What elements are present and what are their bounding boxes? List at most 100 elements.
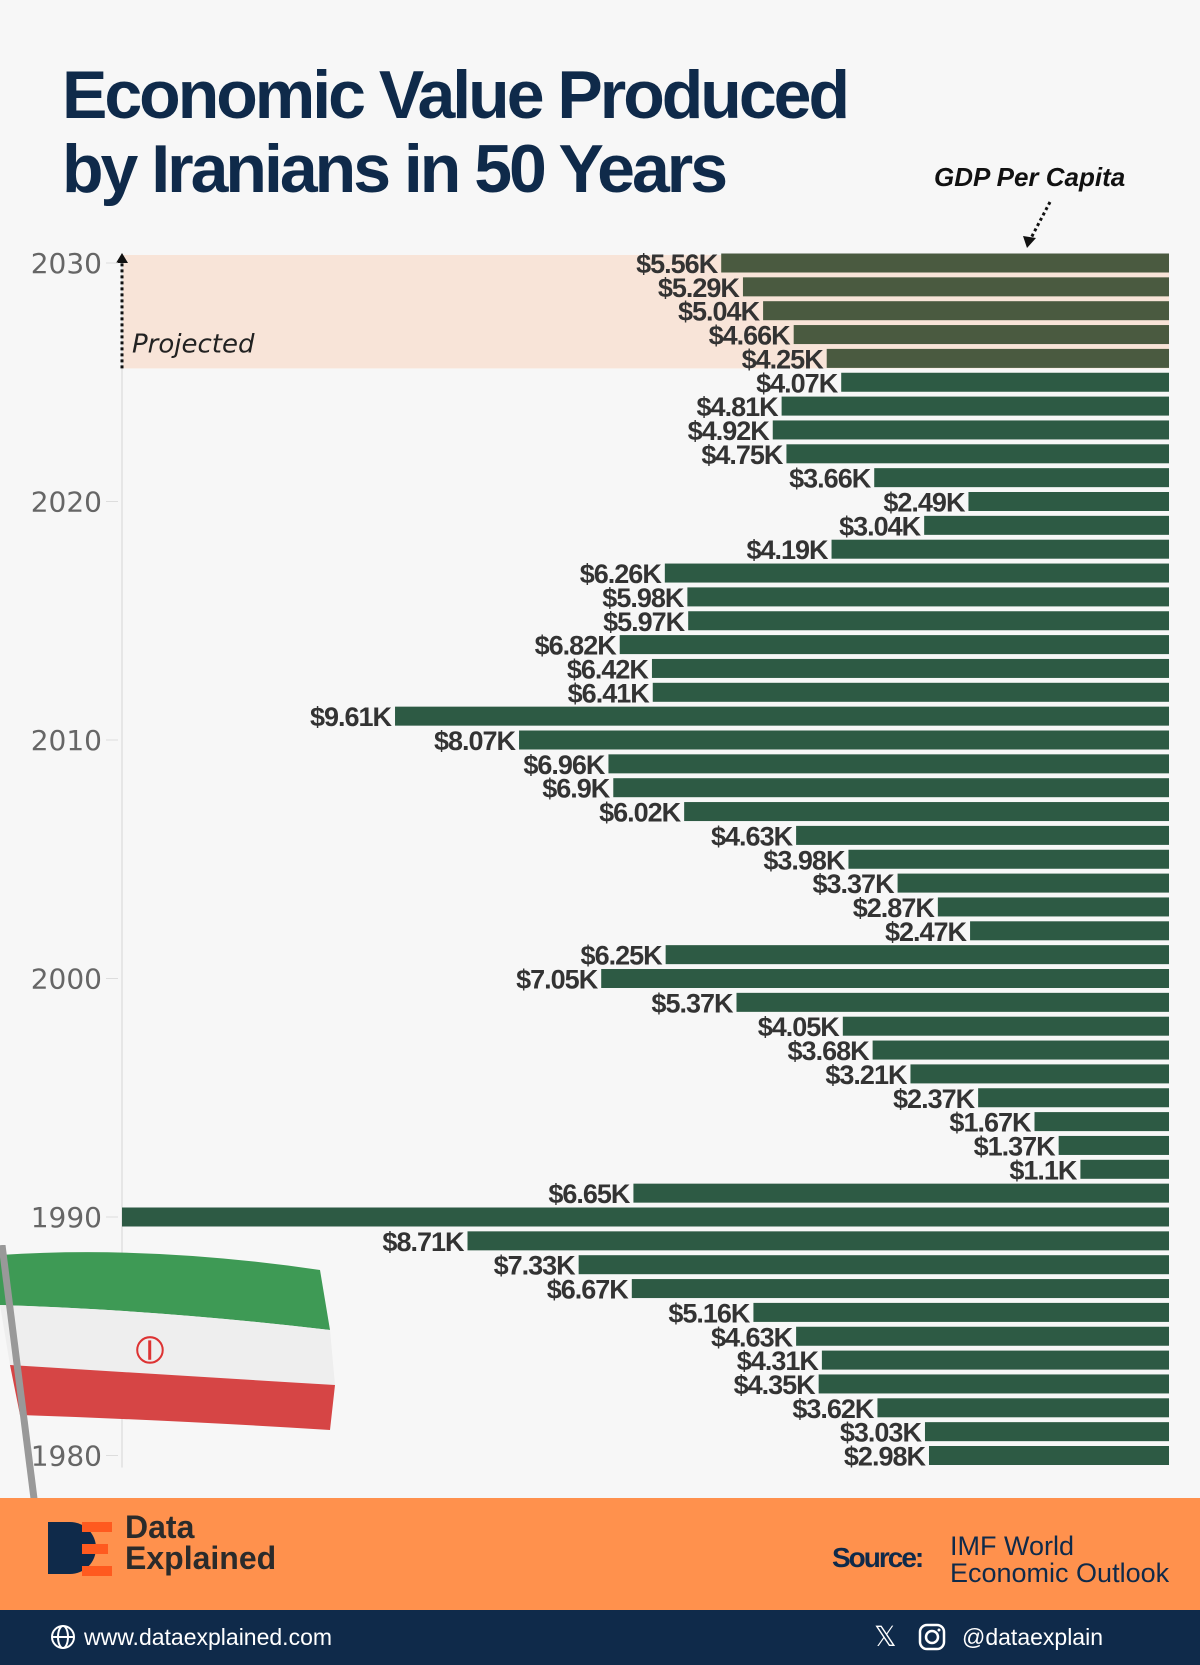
- data-label-2004: $3.37K: [813, 869, 896, 899]
- source-label: Source:: [832, 1542, 924, 1573]
- data-label-1994: $1.67K: [949, 1108, 1032, 1138]
- data-label-1997: $3.68K: [788, 1036, 871, 1066]
- brand-name: Data Explained: [125, 1509, 276, 1574]
- bar-2001: [665, 945, 1169, 965]
- bar-2011: [395, 706, 1169, 726]
- bar-chart: Projected203020202010200019901980$5.56K$…: [31, 247, 1169, 1473]
- bar-2005: [848, 849, 1169, 869]
- bar-2023: [772, 420, 1169, 440]
- data-label-2021: $3.66K: [789, 464, 872, 494]
- data-label-1999: $5.37K: [651, 988, 734, 1018]
- data-label-2012: $6.41K: [568, 678, 651, 708]
- data-label-1987: $6.67K: [547, 1275, 630, 1305]
- projected-arrow-head-icon: [116, 253, 128, 263]
- data-label-1982: $3.62K: [792, 1394, 875, 1424]
- bar-1989: [467, 1231, 1169, 1251]
- bar-1991: [633, 1183, 1169, 1203]
- data-label-2023: $4.92K: [688, 416, 771, 446]
- bar-1981: [924, 1422, 1169, 1442]
- data-label-2013: $6.42K: [567, 654, 650, 684]
- instagram-icon[interactable]: [918, 1623, 946, 1651]
- bar-1993: [1058, 1135, 1169, 1155]
- projected-annotation: Projected: [132, 329, 255, 359]
- bar-1998: [842, 1016, 1169, 1036]
- bar-2017: [664, 563, 1169, 583]
- y-tick-label-2010: 2010: [31, 724, 102, 757]
- data-label-2028: $5.04K: [678, 297, 761, 327]
- data-label-1984: $4.31K: [737, 1346, 820, 1376]
- bar-2002: [970, 921, 1169, 941]
- social-handle[interactable]: @dataexplain: [962, 1624, 1103, 1650]
- brand-line-1: Data: [125, 1509, 195, 1545]
- bar-1984: [821, 1350, 1169, 1370]
- bar-2004: [897, 873, 1169, 893]
- y-tick-label-2000: 2000: [31, 963, 102, 996]
- bar-1996: [910, 1064, 1169, 1084]
- bar-2022: [786, 444, 1169, 464]
- data-label-1991: $6.65K: [548, 1179, 631, 1209]
- bar-2006: [796, 825, 1169, 845]
- bar-1986: [753, 1302, 1169, 1322]
- data-label-2030: $5.56K: [636, 249, 719, 279]
- globe-icon: [51, 1625, 75, 1649]
- bar-2014: [619, 635, 1169, 655]
- data-label-2009: $6.96K: [523, 750, 606, 780]
- bar-1990: [122, 1207, 1169, 1227]
- x-logo-icon[interactable]: 𝕏: [874, 1621, 897, 1652]
- data-label-2008: $6.9K: [542, 774, 611, 804]
- data-label-2015: $5.97K: [603, 607, 686, 637]
- data-label-1992: $1.1K: [1009, 1155, 1078, 1185]
- data-explained-logo-icon: [48, 1522, 112, 1576]
- data-label-1981: $3.03K: [840, 1418, 923, 1448]
- data-label-2018: $4.19K: [746, 535, 829, 565]
- y-tick-label-1990: 1990: [31, 1201, 102, 1234]
- dotted-arrow-icon: [1023, 201, 1052, 248]
- bar-2000: [601, 969, 1169, 988]
- data-label-2029: $5.29K: [658, 273, 741, 303]
- source-text: IMF World Economic Outlook: [950, 1533, 1169, 1587]
- data-label-1988: $7.33K: [494, 1251, 577, 1281]
- data-label-1986: $5.16K: [668, 1298, 751, 1328]
- bar-2009: [608, 754, 1169, 774]
- bar-2020: [968, 492, 1169, 511]
- bar-2027: [793, 325, 1169, 345]
- data-label-2017: $6.26K: [580, 559, 663, 589]
- bar-2024: [781, 396, 1169, 416]
- bar-1985: [796, 1326, 1169, 1346]
- bar-2028: [763, 301, 1169, 321]
- bar-2016: [687, 587, 1169, 607]
- data-label-2002: $2.47K: [885, 917, 968, 947]
- bar-2018: [831, 539, 1169, 559]
- data-label-2022: $4.75K: [701, 440, 784, 470]
- source-line-1: IMF World: [950, 1531, 1075, 1561]
- y-tick-label-1980: 1980: [31, 1440, 102, 1473]
- bar-1995: [978, 1088, 1169, 1108]
- data-label-1983: $4.35K: [734, 1370, 817, 1400]
- iran-flag-image: ⦶: [0, 1245, 335, 1665]
- bar-2003: [937, 897, 1169, 917]
- bottom-bar: www.dataexplained.com 𝕏 @dataexplain: [0, 1610, 1200, 1665]
- bar-2025: [841, 372, 1169, 392]
- data-label-1989: $8.71K: [382, 1227, 465, 1257]
- bar-1992: [1080, 1159, 1169, 1179]
- source-line-2: Economic Outlook: [950, 1558, 1170, 1588]
- y-tick-label-2030: 2030: [31, 247, 102, 280]
- bar-2030: [721, 253, 1169, 273]
- data-label-2027: $4.66K: [709, 321, 792, 351]
- data-label-2019: $3.04K: [839, 511, 922, 541]
- website-link[interactable]: www.dataexplained.com: [84, 1624, 333, 1650]
- bar-1997: [872, 1040, 1169, 1060]
- data-label-2007: $6.02K: [599, 798, 682, 828]
- bar-2008: [613, 778, 1169, 798]
- bar-2015: [688, 611, 1169, 631]
- data-label-2006: $4.63K: [711, 821, 794, 851]
- data-label-1993: $1.37K: [974, 1131, 1057, 1161]
- data-label-1980: $2.98K: [844, 1442, 927, 1472]
- svg-text:⦶: ⦶: [135, 1327, 164, 1373]
- data-label-1996: $3.21K: [825, 1060, 908, 1090]
- bar-1994: [1034, 1112, 1169, 1132]
- title-line-2: by Iranians in 50 Years: [62, 131, 728, 207]
- data-label-2010: $8.07K: [434, 726, 517, 756]
- data-label-2003: $2.87K: [853, 893, 936, 923]
